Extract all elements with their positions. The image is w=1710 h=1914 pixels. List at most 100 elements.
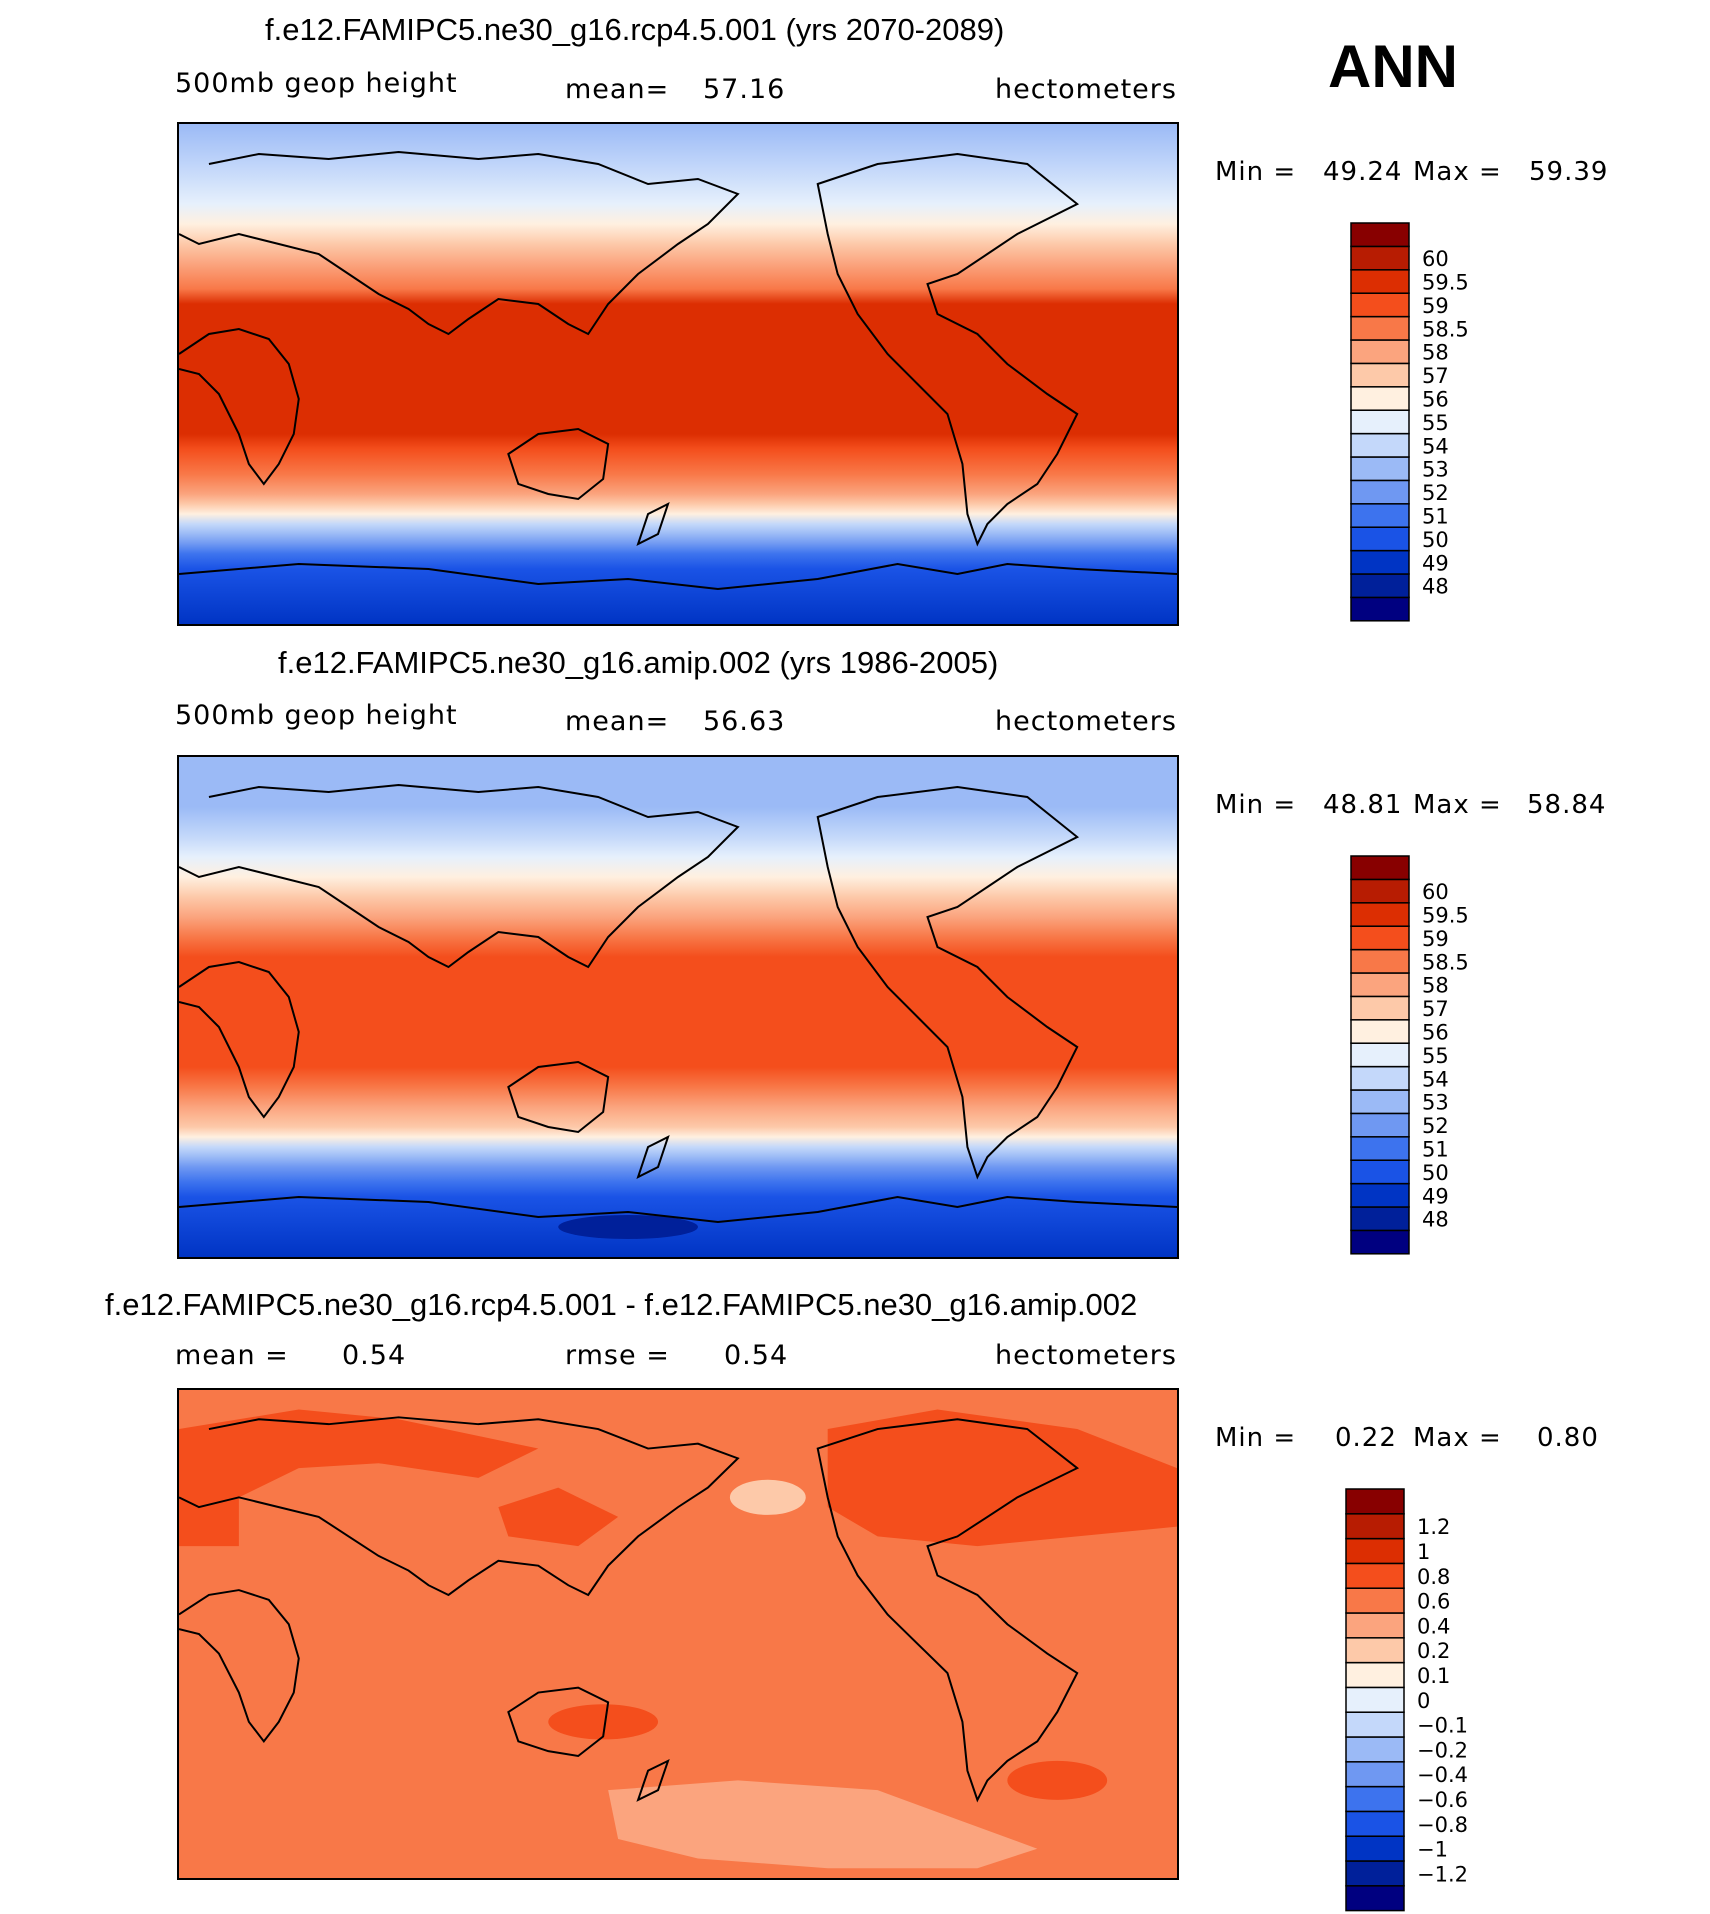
colorbar-label: −0.8 <box>1417 1813 1468 1837</box>
colorbar-box <box>1350 1112 1410 1138</box>
colorbar-box <box>1350 386 1410 411</box>
colorbar-label: 57 <box>1422 364 1449 388</box>
colorbar-box <box>1345 1513 1405 1540</box>
panel3-colorbar: −1.2 −1 −0.8 −0.6 −0.4 −0.2 −0.1 0 0.1 0.2 0.4 0.6 0… <box>1345 1488 1505 1914</box>
colorbar-label: 52 <box>1422 1114 1449 1138</box>
panel3-rmse-label: rmse = <box>565 1340 670 1371</box>
panel2-units: hectometers <box>995 706 1177 737</box>
colorbar-box <box>1345 1562 1405 1589</box>
colorbar-box <box>1350 526 1410 552</box>
colorbar-box <box>1350 409 1410 435</box>
colorbar-label: 56 <box>1422 388 1449 412</box>
colorbar-label: 60 <box>1422 880 1449 904</box>
colorbar-box <box>1350 245 1410 271</box>
colorbar-box <box>1350 925 1410 951</box>
colorbar-label: 50 <box>1422 528 1449 552</box>
colorbar-box <box>1350 315 1410 341</box>
colorbar-box <box>1345 1885 1405 1912</box>
colorbar-label: 58.5 <box>1422 317 1469 341</box>
panel3-high-australia <box>548 1704 659 1740</box>
panel1-min-label: Min = <box>1215 157 1297 187</box>
colorbar-box <box>1345 1711 1405 1738</box>
panel3-low-north-pacific <box>729 1479 806 1515</box>
panel1-variable-label: 500mb geop height <box>175 68 458 99</box>
colorbar-box <box>1345 1537 1405 1565</box>
colorbar-box <box>1350 1089 1410 1115</box>
colorbar-label: −0.4 <box>1417 1763 1468 1787</box>
colorbar-box <box>1345 1686 1405 1713</box>
panel1-mean-label: mean= <box>565 74 670 105</box>
colorbar-box <box>1350 503 1410 528</box>
panel3-mean-value: 0.54 <box>342 1340 407 1371</box>
panel2-min-value: 48.81 <box>1323 790 1403 820</box>
panel1-min-value: 49.24 <box>1323 157 1403 187</box>
colorbar-box <box>1350 995 1410 1021</box>
panel2-mean-label: mean= <box>565 706 670 737</box>
colorbar-box <box>1345 1860 1405 1887</box>
panel3-coastlines <box>179 1416 1080 1803</box>
colorbar-box <box>1345 1637 1405 1664</box>
panel3-max-label: Max = <box>1413 1423 1502 1453</box>
panel2-low-contour <box>558 1215 698 1239</box>
panel2-colorbar: 48 49 50 51 52 53 54 55 56 57 58 58.5 59 59.5 60 <box>1350 855 1510 1257</box>
colorbar-box <box>1350 456 1410 482</box>
colorbar-box <box>1345 1587 1405 1614</box>
panel1-coastlines <box>179 150 1177 591</box>
colorbar-label: 50 <box>1422 1161 1449 1185</box>
panel2-map <box>177 755 1179 1259</box>
colorbar-label: 53 <box>1422 1091 1449 1115</box>
panel3-high-japan <box>498 1487 619 1547</box>
colorbar-box <box>1350 1019 1410 1044</box>
colorbar-label: 0.2 <box>1417 1639 1450 1663</box>
colorbar-box <box>1350 1136 1410 1161</box>
colorbar-box <box>1350 292 1410 318</box>
colorbar-label: 51 <box>1422 505 1449 529</box>
panel2-max-value: 58.84 <box>1527 790 1607 820</box>
colorbar-label: 59.5 <box>1422 904 1469 928</box>
colorbar-label: 58 <box>1422 341 1449 365</box>
colorbar-box <box>1350 878 1410 904</box>
panel1-title: f.e12.FAMIPC5.ne30_g16.rcp4.5.001 (yrs 2… <box>265 12 1005 47</box>
panel1-units: hectometers <box>995 74 1177 105</box>
panel1-colorbar: 48 49 50 51 52 53 54 55 56 57 58 58.5 59 59.5 60 <box>1350 222 1510 624</box>
panel3-high-south-atlantic <box>1007 1760 1108 1800</box>
panel3-high-europe <box>179 1409 539 1547</box>
colorbar-box <box>1345 1810 1405 1837</box>
colorbar-label: 1.2 <box>1417 1515 1450 1539</box>
colorbar-box <box>1345 1736 1405 1763</box>
panel1-mean-value: 57.16 <box>703 74 786 105</box>
colorbar-label: 59 <box>1422 294 1449 318</box>
panel2-coastlines <box>179 783 1177 1224</box>
colorbar-label: −0.2 <box>1417 1738 1468 1762</box>
colorbar-box <box>1345 1785 1405 1813</box>
colorbar-box <box>1350 596 1410 622</box>
colorbar-box <box>1350 1042 1410 1068</box>
panel3-min-label: Min = <box>1215 1423 1297 1453</box>
panel3-units: hectometers <box>995 1340 1177 1371</box>
colorbar-box <box>1350 269 1410 294</box>
colorbar-label: 54 <box>1422 1067 1449 1091</box>
colorbar-label: 53 <box>1422 458 1449 482</box>
colorbar-label: 55 <box>1422 1044 1449 1068</box>
colorbar-box <box>1350 549 1410 575</box>
panel2-variable-label: 500mb geop height <box>175 700 458 731</box>
panel3-map <box>177 1388 1179 1880</box>
colorbar-box <box>1350 1182 1410 1208</box>
panel3-title: f.e12.FAMIPC5.ne30_g16.rcp4.5.001 - f.e1… <box>105 1287 1138 1322</box>
colorbar-label: 52 <box>1422 481 1449 505</box>
colorbar-label: 48 <box>1422 1208 1449 1232</box>
colorbar-label: 1 <box>1417 1540 1430 1564</box>
colorbar-label: −1.2 <box>1417 1862 1468 1886</box>
colorbar-label: −0.1 <box>1417 1714 1468 1738</box>
colorbar-box <box>1350 362 1410 388</box>
colorbar-box <box>1350 1065 1410 1091</box>
colorbar-label: −1 <box>1417 1838 1448 1862</box>
panel1-max-label: Max = <box>1413 157 1502 187</box>
colorbar-label: 0 <box>1417 1689 1430 1713</box>
colorbar-label: 51 <box>1422 1138 1449 1162</box>
panel2-min-label: Min = <box>1215 790 1297 820</box>
colorbar-box <box>1350 972 1410 998</box>
colorbar-box <box>1350 948 1410 974</box>
colorbar-label: 48 <box>1422 575 1449 599</box>
colorbar-label: 54 <box>1422 434 1449 458</box>
